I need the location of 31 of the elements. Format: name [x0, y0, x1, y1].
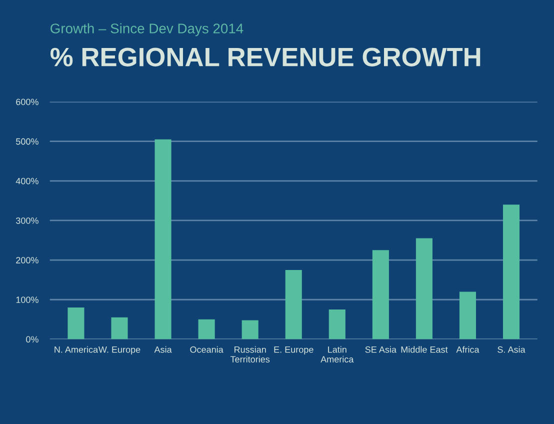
x-tick-label: Asia	[154, 346, 172, 353]
x-tick-label: Africa	[456, 346, 480, 353]
y-tick-label: 400%	[16, 178, 38, 184]
x-tick-label: Russian Territories	[230, 346, 270, 362]
x-tick-label: Latin America	[320, 346, 354, 362]
x-tick-label: W. Europe	[98, 346, 140, 355]
bar	[285, 270, 302, 340]
chart-title: % REGIONAL REVENUE GROWTH	[50, 48, 480, 66]
bar	[502, 204, 520, 340]
x-tick-label: Middle East	[401, 346, 448, 353]
x-tick-label: N. America	[54, 346, 98, 353]
bar	[198, 319, 215, 340]
bar	[328, 310, 346, 340]
chart-subtitle: Growth – Since Dev Days 2014	[50, 23, 244, 36]
x-tick-label: Oceania	[190, 346, 224, 353]
y-tick-label: 0%	[26, 336, 38, 343]
bar	[154, 139, 172, 340]
y-tick-label: 100%	[16, 296, 38, 303]
bar	[242, 320, 258, 340]
bar	[459, 292, 476, 340]
x-tick-label: SE Asia	[365, 346, 396, 353]
bar	[111, 317, 128, 340]
bar	[372, 250, 389, 340]
y-tick-label: 200%	[16, 257, 38, 264]
bar	[68, 308, 84, 340]
y-tick-label: 300%	[16, 217, 38, 224]
y-tick-label: 500%	[16, 138, 38, 145]
y-tick-label: 600%	[16, 98, 38, 106]
bar	[416, 238, 432, 340]
x-tick-label: S. Asia	[498, 346, 526, 353]
x-tick-label: E. Europe	[274, 346, 314, 355]
